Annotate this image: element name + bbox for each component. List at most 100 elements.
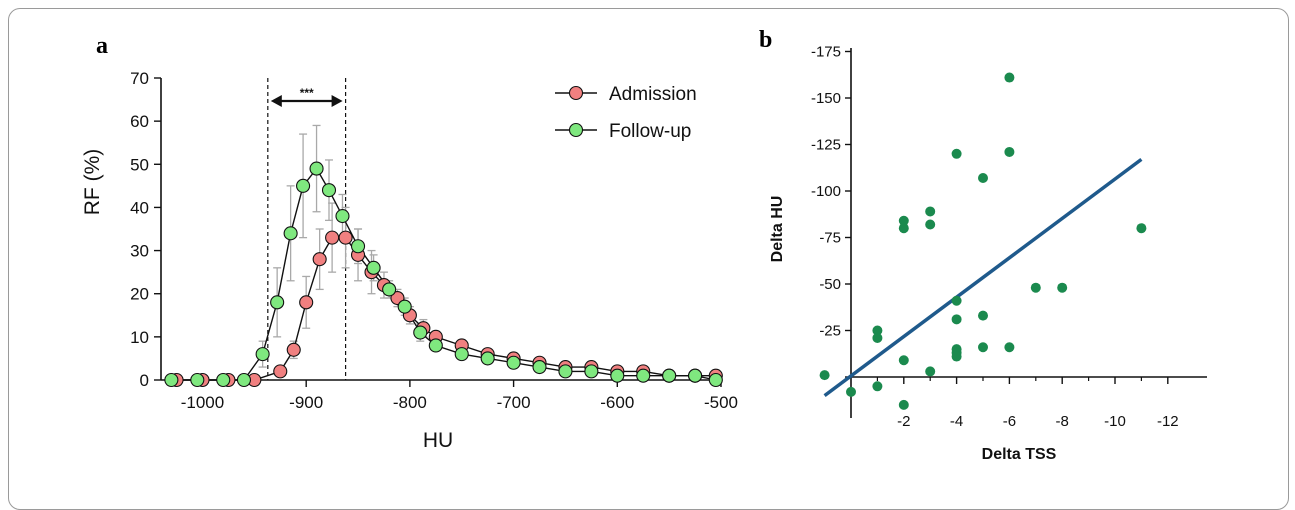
data-point-follow-up — [610, 368, 625, 383]
panel-b-y-label: Delta HU — [769, 196, 786, 263]
x-tick-label: -900 — [289, 393, 323, 412]
data-point-follow-up — [506, 355, 521, 370]
scatter-point — [925, 206, 936, 217]
y-tick-label: -175 — [811, 44, 841, 61]
scatter-point — [978, 342, 988, 353]
scatter-point — [1057, 282, 1068, 293]
x-tick-label: -4 — [950, 413, 963, 430]
significance-label: *** — [300, 86, 314, 100]
x-tick-label: -500 — [704, 393, 738, 412]
scatter-point — [819, 370, 830, 381]
scatter-point — [978, 310, 988, 321]
data-point-follow-up — [708, 372, 723, 388]
x-tick-label: -600 — [600, 393, 634, 412]
scatter-point — [978, 172, 988, 183]
x-tick-label: -6 — [1003, 413, 1016, 430]
panel-a-letter: a — [96, 33, 108, 59]
x-tick-label: -800 — [393, 393, 427, 412]
regression-line — [823, 157, 1143, 398]
data-point-follow-up — [480, 351, 495, 366]
panel-b-x-label: Delta TSS — [982, 446, 1057, 463]
scatter-point — [872, 381, 883, 392]
arrow-head-left — [270, 95, 282, 107]
y-tick-label: -75 — [819, 230, 841, 247]
data-point-follow-up — [688, 368, 703, 383]
data-point-follow-up — [532, 360, 547, 375]
y-tick-label: 30 — [130, 242, 149, 261]
data-point-follow-up — [164, 372, 179, 388]
data-point-follow-up — [382, 282, 397, 297]
scatter-point — [872, 325, 883, 336]
data-point-follow-up — [413, 325, 428, 340]
scatter-point — [898, 223, 909, 234]
x-tick-label: -700 — [497, 393, 531, 412]
panel-b: b -175 -150 -125 -100 -75 -50 -25 -2 -4 -6 -8 -10 -… — [759, 27, 1207, 463]
legend-marker — [568, 122, 584, 138]
x-tick-label: -10 — [1104, 413, 1126, 430]
data-point-follow-up — [270, 295, 285, 310]
panel-b-letter: b — [759, 27, 772, 53]
y-tick-label: -50 — [819, 276, 841, 293]
scatter-point — [951, 351, 962, 362]
regression-line-path — [823, 157, 1143, 398]
data-point-follow-up — [397, 299, 412, 314]
data-point-follow-up — [428, 338, 443, 353]
data-point-follow-up — [366, 260, 381, 275]
panel-a-series — [164, 161, 723, 388]
data-point-admission — [286, 342, 301, 357]
y-tick-label: -125 — [811, 137, 841, 154]
panel-b-x-ticks: -2 -4 -6 -8 -10 -12 — [876, 377, 1179, 430]
data-point-follow-up — [283, 226, 298, 241]
panel-a-y-ticks: 0 10 20 30 40 50 60 70 — [130, 69, 161, 390]
significance-bracket: *** — [267, 78, 347, 380]
scatter-point — [925, 366, 936, 377]
panel-a-y-label: RF (%) — [81, 149, 104, 216]
data-point-follow-up — [309, 161, 324, 176]
scatter-point — [1004, 146, 1015, 157]
data-point-follow-up — [350, 239, 366, 254]
y-tick-label: 70 — [130, 69, 149, 88]
x-tick-label: -8 — [1056, 413, 1069, 430]
data-point-follow-up — [454, 347, 469, 362]
panel-b-y-ticks: -175 -150 -125 -100 -75 -50 -25 — [811, 44, 851, 378]
data-point-follow-up — [216, 372, 231, 388]
scatter-point — [1004, 342, 1015, 353]
data-point-follow-up — [662, 368, 677, 383]
data-point-admission — [299, 295, 314, 310]
data-point-admission — [273, 364, 288, 379]
scatter-point — [951, 314, 962, 325]
data-point-follow-up — [236, 372, 252, 388]
y-tick-label: 20 — [130, 285, 149, 304]
data-point-admission — [325, 230, 340, 245]
data-point-follow-up — [190, 372, 205, 388]
x-tick-label: -1000 — [181, 393, 224, 412]
scatter-point — [898, 215, 909, 226]
data-point-admission — [338, 230, 353, 245]
data-point-follow-up — [255, 347, 270, 362]
data-point-follow-up — [558, 364, 573, 379]
legend-label: Admission — [609, 84, 697, 105]
panel-a-legend: Admission Follow-up — [555, 84, 697, 142]
data-point-follow-up — [335, 209, 350, 224]
panel-a-x-label: HU — [423, 429, 453, 452]
data-point-follow-up — [584, 364, 599, 379]
y-tick-label: 40 — [130, 198, 149, 217]
y-tick-label: -25 — [819, 323, 841, 340]
scatter-point — [1004, 72, 1015, 83]
scatter-point — [1030, 282, 1041, 293]
data-point-follow-up — [636, 368, 651, 383]
data-point-follow-up — [321, 183, 337, 198]
data-point-follow-up — [296, 178, 311, 193]
arrow-head-right — [331, 95, 343, 107]
series-line-follow-up — [171, 167, 716, 381]
x-tick-label: -2 — [897, 413, 910, 430]
y-tick-label: 10 — [130, 328, 149, 347]
scatter-point — [898, 399, 909, 410]
data-point-admission — [312, 252, 327, 267]
y-tick-label: -100 — [811, 183, 841, 200]
scatter-point — [925, 219, 936, 230]
y-tick-label: -150 — [811, 90, 841, 107]
legend-label: Follow-up — [609, 121, 691, 142]
